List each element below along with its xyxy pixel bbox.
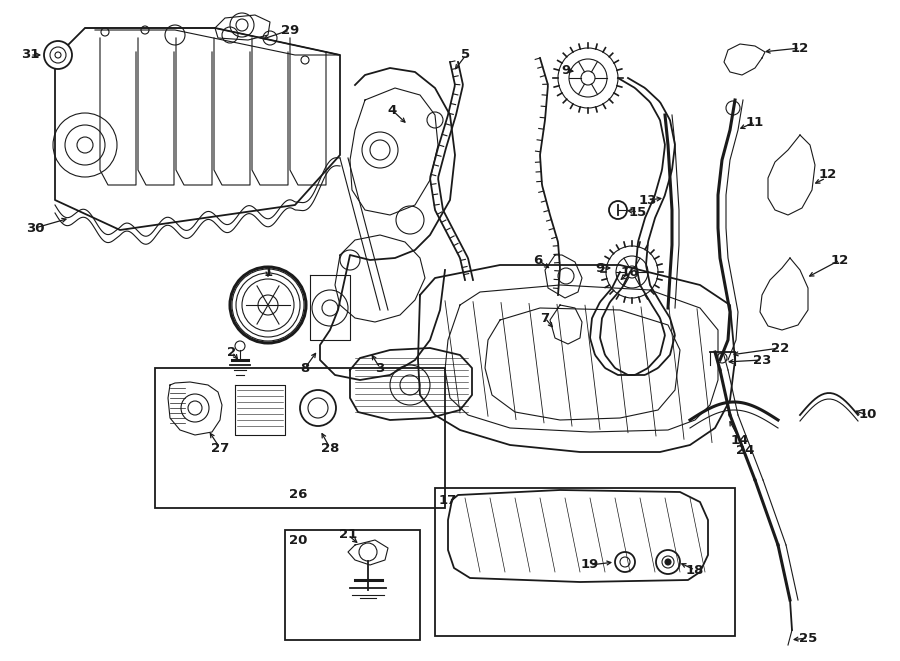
Polygon shape (724, 44, 765, 75)
Bar (435, 488, 735, 636)
Text: 31: 31 (21, 48, 40, 61)
Polygon shape (418, 265, 735, 452)
Text: 26: 26 (289, 488, 307, 502)
Polygon shape (310, 275, 350, 340)
Text: 23: 23 (752, 354, 771, 366)
Text: 16: 16 (621, 266, 639, 278)
Text: 13: 13 (639, 194, 657, 206)
Polygon shape (55, 28, 340, 230)
Polygon shape (350, 348, 472, 420)
Text: 5: 5 (462, 48, 471, 61)
Polygon shape (320, 68, 455, 380)
Text: 9: 9 (596, 262, 605, 274)
Text: 28: 28 (320, 442, 339, 455)
Text: 27: 27 (211, 442, 230, 455)
Text: 3: 3 (375, 362, 384, 375)
Text: 15: 15 (629, 206, 647, 219)
Text: 11: 11 (746, 116, 764, 128)
Bar (285, 530, 420, 640)
Text: 25: 25 (799, 631, 817, 644)
Polygon shape (348, 540, 388, 565)
Text: 29: 29 (281, 24, 299, 36)
Text: 7: 7 (540, 311, 550, 325)
Text: 17: 17 (439, 494, 457, 506)
Circle shape (665, 559, 671, 565)
Text: 4: 4 (387, 104, 397, 116)
Circle shape (44, 41, 72, 69)
Text: 18: 18 (686, 563, 704, 576)
Text: 14: 14 (731, 434, 749, 446)
Text: 22: 22 (771, 342, 789, 354)
Polygon shape (760, 258, 808, 330)
Text: 12: 12 (791, 42, 809, 54)
Text: 2: 2 (228, 346, 237, 358)
Polygon shape (215, 15, 270, 40)
Polygon shape (550, 305, 582, 344)
Text: 1: 1 (264, 266, 273, 278)
Polygon shape (545, 255, 582, 298)
Text: 21: 21 (339, 529, 357, 541)
Text: 10: 10 (859, 408, 877, 422)
Text: 19: 19 (580, 559, 599, 572)
Polygon shape (768, 135, 815, 215)
Bar (155, 368, 445, 508)
Text: 12: 12 (819, 169, 837, 182)
Polygon shape (235, 385, 285, 435)
Text: 30: 30 (26, 221, 44, 235)
Text: 24: 24 (736, 444, 754, 457)
Circle shape (609, 201, 627, 219)
Text: 12: 12 (831, 254, 849, 266)
Text: 6: 6 (534, 254, 543, 266)
Polygon shape (168, 382, 222, 435)
Polygon shape (448, 490, 708, 582)
Text: 8: 8 (301, 362, 310, 375)
Text: 9: 9 (562, 63, 571, 77)
Text: 20: 20 (289, 533, 307, 547)
